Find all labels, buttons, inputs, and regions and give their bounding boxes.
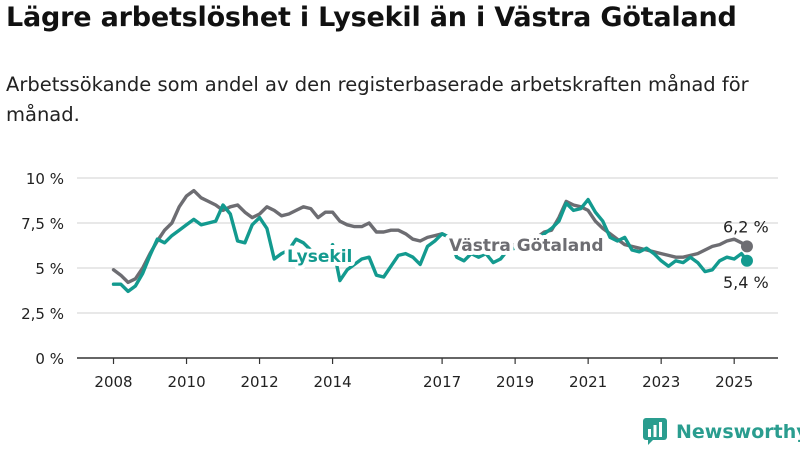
brand-name: Newsworthy xyxy=(676,420,800,443)
series-label-lysekil-halo: Lysekil xyxy=(287,247,352,267)
grid-lines xyxy=(77,177,778,314)
bar-chart-logo-icon xyxy=(643,418,667,445)
series-lines xyxy=(111,188,753,294)
newsworthy-logo: Newsworthy xyxy=(643,418,800,445)
series-end-dot-vg xyxy=(740,240,753,253)
x-tick-label: 2017 xyxy=(423,373,461,391)
x-axis: 2008 2010 2012 2014 2017 2019 2021 2023 2025 xyxy=(77,357,778,391)
x-tick-label: 2012 xyxy=(240,373,278,391)
series-label-lysekil: Lysekil xyxy=(287,247,352,267)
y-tick-label: 0 % xyxy=(35,350,64,368)
y-tick-label: 2,5 % xyxy=(21,305,64,323)
y-tick-label: 5 % xyxy=(35,260,64,278)
x-tick-label: 2023 xyxy=(642,373,680,391)
x-tick-label: 2019 xyxy=(496,373,534,391)
series-line-vg xyxy=(111,188,749,285)
x-tick-label: 2025 xyxy=(715,373,753,391)
page-subtitle: Arbetssökande som andel av den registerb… xyxy=(6,73,749,126)
series-label-vg: Västra Götaland xyxy=(449,236,604,256)
x-tick-label: 2010 xyxy=(167,373,205,391)
page-title: Lägre arbetslöshet i Lysekil än i Västra… xyxy=(6,2,737,33)
y-tick-label: 7,5 % xyxy=(21,215,64,233)
end-label-vg: 6,2 % xyxy=(723,217,769,236)
x-tick-label: 2008 xyxy=(94,373,132,391)
y-tick-label: 10 % xyxy=(26,170,64,188)
x-tick-label: 2021 xyxy=(569,373,607,391)
end-label-lysekil: 5,4 % xyxy=(723,273,769,292)
series-end-dot-lysekil xyxy=(740,254,753,267)
x-tick-label: 2014 xyxy=(313,373,351,391)
y-axis-ticks: 0 % 2,5 % 5 % 7,5 % 10 % xyxy=(21,170,64,368)
series-line-lysekil xyxy=(111,197,749,294)
series-label-vg-halo: Västra Götaland xyxy=(449,236,604,256)
